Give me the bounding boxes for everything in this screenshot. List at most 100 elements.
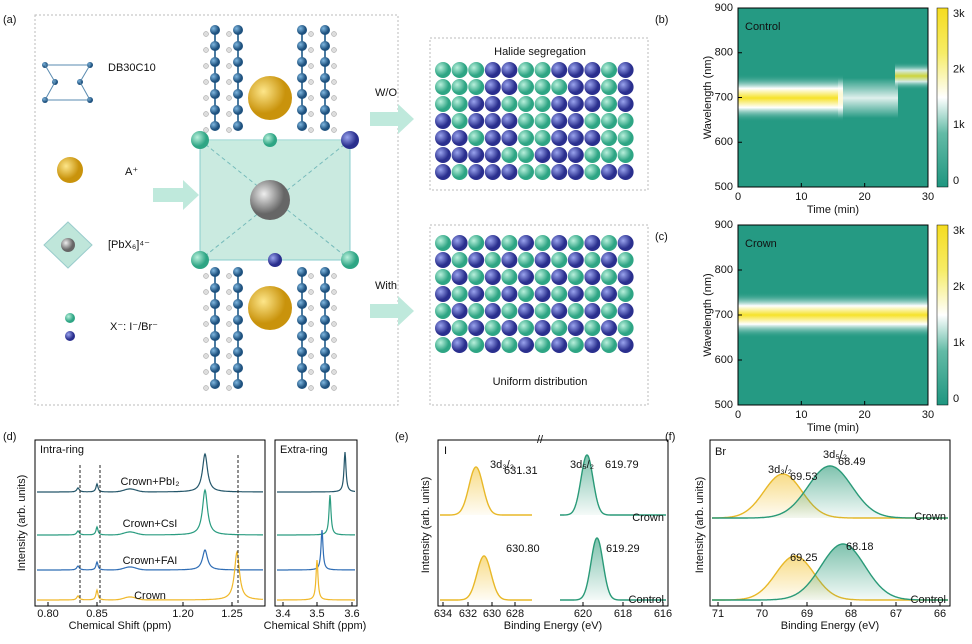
label: (d)	[3, 431, 16, 443]
spectrum	[37, 488, 263, 536]
spectra	[37, 451, 948, 605]
sphere	[601, 252, 617, 268]
trace-label: Crown	[134, 590, 166, 602]
sphere	[601, 130, 617, 146]
sphere	[601, 79, 617, 95]
sphere	[501, 130, 518, 146]
label: I	[444, 445, 447, 457]
sphere	[518, 337, 534, 353]
label: (a)	[3, 14, 16, 26]
sphere	[501, 303, 518, 319]
sphere	[435, 269, 451, 285]
colorbar-tick-label: 0	[953, 175, 959, 187]
sphere	[518, 96, 534, 112]
atom	[320, 331, 330, 341]
h-atom	[308, 111, 314, 117]
arrow	[370, 104, 414, 134]
sphere	[501, 252, 518, 268]
x-tick-label: 632	[459, 608, 477, 620]
label: Intensity (arb. units)	[16, 475, 28, 572]
sphere	[435, 130, 451, 146]
sphere	[601, 113, 617, 129]
sphere	[584, 79, 601, 95]
h-atom	[203, 369, 209, 375]
sphere	[518, 79, 534, 95]
atom	[297, 379, 307, 389]
sphere	[451, 130, 468, 146]
sphere	[617, 130, 634, 146]
sphere	[584, 320, 601, 336]
sphere	[435, 164, 451, 180]
sphere	[617, 252, 634, 268]
atom	[297, 73, 307, 83]
sphere	[551, 79, 568, 95]
atom	[233, 347, 243, 357]
box-frame	[429, 224, 649, 406]
label: 69.53	[790, 471, 818, 483]
sphere	[435, 337, 451, 353]
sphere	[567, 79, 584, 95]
spectrum	[277, 494, 355, 536]
sphere	[617, 320, 634, 336]
sphere	[584, 235, 601, 251]
sphere	[501, 96, 518, 112]
heatmap-band	[895, 62, 928, 90]
sphere	[534, 164, 551, 180]
x-tick-label: 0	[735, 409, 741, 421]
label: 619.29	[606, 543, 640, 555]
sphere	[567, 320, 584, 336]
x-tick-label: 0	[735, 191, 741, 203]
sphere	[601, 337, 617, 353]
x-tick-label: 628	[506, 608, 524, 620]
atom	[320, 41, 330, 51]
label: 619.79	[605, 459, 639, 471]
label: Wavelength (nm)	[702, 273, 714, 356]
trace-label: Crown+CsI	[123, 518, 178, 530]
sphere	[484, 337, 501, 353]
label: Intensity (arb. units)	[694, 477, 706, 574]
sphere	[484, 252, 501, 268]
h-atom	[308, 289, 314, 295]
atom	[297, 89, 307, 99]
h-atom	[226, 47, 232, 53]
label: (c)	[655, 231, 668, 243]
h-atom	[226, 31, 232, 37]
atom	[210, 41, 220, 51]
label: [PbX₆]⁴⁻	[108, 239, 150, 251]
h-atom	[203, 321, 209, 327]
peak-fill	[440, 556, 532, 600]
sphere	[567, 269, 584, 285]
sphere	[435, 113, 451, 129]
label: 68.49	[838, 456, 866, 468]
sphere	[567, 286, 584, 302]
sphere	[468, 164, 485, 180]
spectrum	[277, 451, 355, 493]
sphere	[468, 269, 485, 285]
label: 68.18	[846, 541, 874, 553]
sphere	[451, 164, 468, 180]
atom	[233, 105, 243, 115]
sphere	[451, 320, 468, 336]
sphere	[468, 235, 485, 251]
sphere	[451, 252, 468, 268]
atom	[233, 89, 243, 99]
sphere-grids	[435, 62, 634, 353]
x-tick-label: 66	[934, 608, 946, 620]
sphere	[484, 269, 501, 285]
h-atom	[331, 95, 337, 101]
x-tick-label: 3.4	[275, 608, 290, 620]
h-atom	[226, 305, 232, 311]
sphere	[435, 252, 451, 268]
sphere	[468, 252, 485, 268]
y-tick-label: 700	[715, 91, 733, 103]
sphere	[435, 79, 451, 95]
x-tick-label: 71	[712, 608, 724, 620]
sphere	[534, 79, 551, 95]
h-atom	[226, 337, 232, 343]
sphere	[551, 164, 568, 180]
sphere	[601, 62, 617, 78]
heatmap-band	[838, 78, 898, 118]
sphere	[518, 303, 534, 319]
h-atom	[203, 31, 209, 37]
h-atom	[331, 63, 337, 69]
